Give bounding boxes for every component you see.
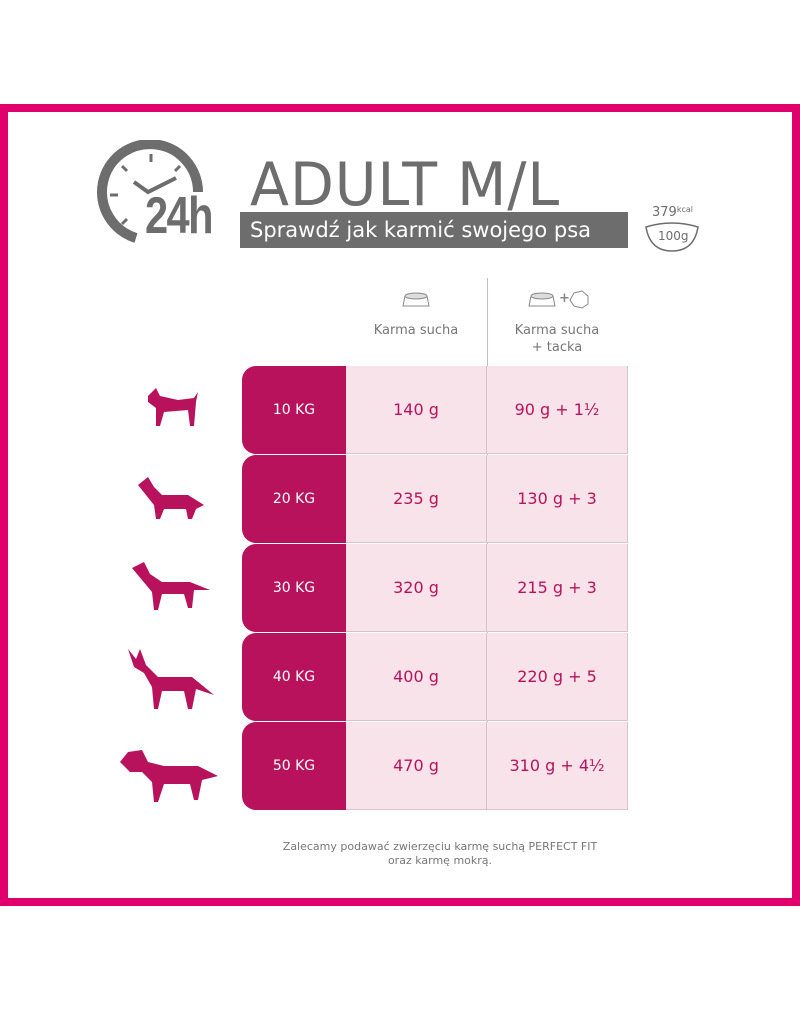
mixed-food-cell: 310 g + 4½ bbox=[487, 722, 628, 810]
subtitle-bar: Sprawdź jak karmić swojego psa bbox=[240, 212, 628, 248]
dry-food-cell: 470 g bbox=[346, 722, 487, 810]
dog-silhouette-icon bbox=[128, 649, 214, 709]
dry-food-cell: 140 g bbox=[346, 366, 487, 454]
dog-silhouette-icon bbox=[120, 750, 218, 802]
dog-silhouette-icon bbox=[132, 562, 210, 610]
weight-cell: 10 KG bbox=[242, 366, 346, 454]
weight-cell: 40 KG bbox=[242, 633, 346, 721]
mixed-food-cell: 130 g + 3 bbox=[487, 455, 628, 543]
kcal-per: 100g bbox=[658, 229, 689, 243]
weight-cell: 20 KG bbox=[242, 455, 346, 543]
dog-silhouette-icon bbox=[138, 477, 204, 519]
dog-silhouette-icon bbox=[148, 388, 198, 426]
footnote: Zalecamy podawać zwierzęciu karmę suchą … bbox=[240, 840, 640, 868]
dry-food-cell: 400 g bbox=[346, 633, 487, 721]
weight-cell: 50 KG bbox=[242, 722, 346, 810]
dry-food-bowl-icon bbox=[402, 292, 430, 307]
column-label: Karma sucha bbox=[373, 323, 459, 338]
dry-food-cell: 235 g bbox=[346, 455, 487, 543]
column-header-mixed: + Karma sucha + tacka bbox=[487, 290, 627, 356]
footnote-line-1: Zalecamy podawać zwierzęciu karmę suchą … bbox=[282, 840, 598, 853]
footnote-line-2: oraz karmę mokrą. bbox=[387, 854, 493, 867]
bowl-plus-tray-icon: + bbox=[528, 290, 589, 309]
mixed-food-cell: 215 g + 3 bbox=[487, 544, 628, 632]
column-label-2: + tacka bbox=[531, 340, 583, 355]
mixed-food-cell: 90 g + 1½ bbox=[487, 366, 628, 454]
pink-frame bbox=[0, 104, 800, 906]
table-row: 30 KG 320 g 215 g + 3 bbox=[242, 544, 628, 632]
dry-food-cell: 320 g bbox=[346, 544, 487, 632]
mixed-food-cell: 220 g + 5 bbox=[487, 633, 628, 721]
table-row: 40 KG 400 g 220 g + 5 bbox=[242, 633, 628, 721]
kcal-unit: kcal bbox=[676, 205, 693, 214]
column-label: Karma sucha bbox=[514, 323, 600, 338]
weight-cell: 30 KG bbox=[242, 544, 346, 632]
table-row: 20 KG 235 g 130 g + 3 bbox=[242, 455, 628, 543]
kcal-value: 379 bbox=[652, 205, 677, 220]
page-title: ADULT M/L bbox=[250, 150, 561, 220]
table-row: 50 KG 470 g 310 g + 4½ bbox=[242, 722, 628, 810]
kcal-badge: 379kcal 100g bbox=[642, 205, 702, 255]
24h-badge: 24h bbox=[145, 187, 213, 245]
svg-text:+: + bbox=[559, 291, 570, 306]
clock-icon bbox=[97, 140, 203, 243]
bowl-icon bbox=[645, 222, 699, 252]
column-header-dry: Karma sucha bbox=[346, 290, 486, 339]
table-row: 10 KG 140 g 90 g + 1½ bbox=[242, 366, 628, 454]
